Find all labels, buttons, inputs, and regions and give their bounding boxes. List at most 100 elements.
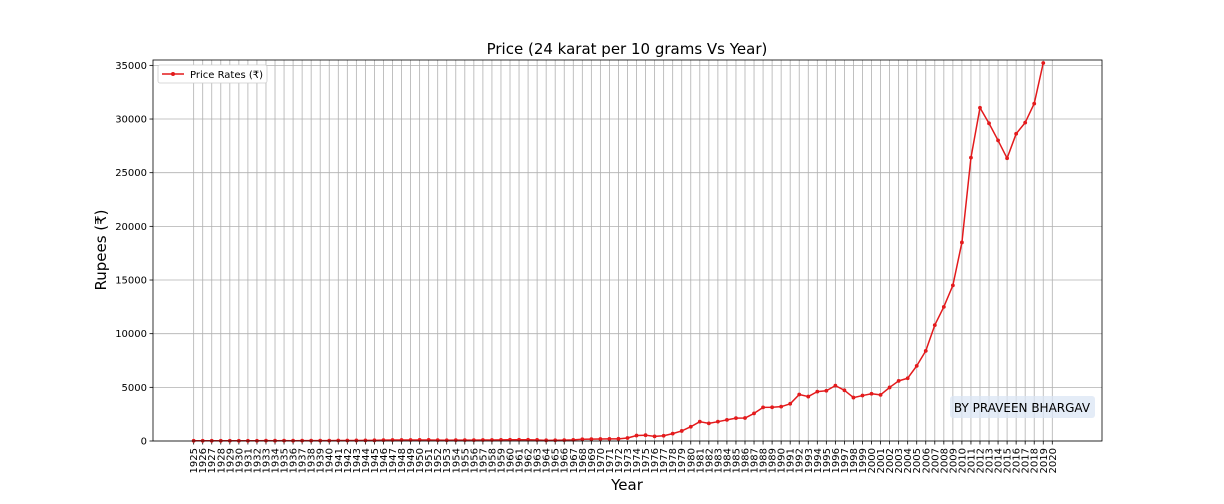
x-tick-label: 1934	[271, 448, 282, 473]
data-point	[806, 394, 811, 399]
x-tick-label: 1965	[551, 448, 562, 473]
x-tick-label: 1963	[533, 448, 544, 473]
data-point	[661, 433, 666, 438]
x-tick-label: 1981	[695, 448, 706, 473]
x-tick-label: 1986	[740, 448, 751, 473]
x-tick-label: 2002	[885, 448, 896, 473]
x-tick-label: 1948	[397, 448, 408, 473]
grid-lines	[153, 60, 1102, 442]
x-tick-label: 1955	[460, 448, 471, 473]
x-tick-label: 1973	[623, 448, 634, 473]
legend-box	[157, 64, 268, 84]
data-point	[372, 438, 377, 443]
data-point	[598, 437, 603, 441]
x-tick-label: 1937	[298, 448, 309, 473]
data-point	[679, 429, 684, 433]
data-point	[743, 416, 747, 420]
x-tick-label: 1985	[731, 448, 742, 473]
data-point	[336, 438, 341, 443]
axis-ticks: 1925192619271928192919301931193219331934…	[115, 61, 1059, 474]
y-tick-label: 35000	[115, 61, 147, 72]
data-point	[788, 401, 793, 406]
data-point	[824, 388, 829, 393]
legend-point-marker	[171, 72, 175, 76]
data-point	[354, 438, 359, 443]
x-tick-label: 1929	[225, 448, 236, 473]
data-point	[1032, 101, 1037, 106]
legend: Price Rates (₹)	[157, 64, 268, 84]
x-tick-label: 2008	[939, 448, 950, 473]
data-point	[761, 405, 765, 410]
data-point	[1005, 156, 1009, 161]
x-tick-label: 2016	[1012, 448, 1023, 473]
data-point	[1041, 61, 1046, 65]
x-tick-label: 1960	[506, 448, 517, 473]
data-point	[634, 433, 639, 438]
x-tick-label: 2011	[966, 448, 977, 473]
x-tick-label: 1930	[234, 448, 245, 473]
x-tick-label: 1966	[560, 448, 571, 473]
data-point	[752, 411, 756, 416]
data-point	[616, 436, 621, 441]
x-tick-label: 1989	[768, 448, 779, 473]
y-tick-label: 0	[141, 437, 147, 448]
x-tick-label: 1954	[451, 448, 462, 473]
x-tick-label: 1995	[822, 448, 833, 473]
data-point	[553, 438, 558, 443]
data-point	[887, 385, 892, 390]
x-tick-label: 2013	[985, 448, 996, 473]
x-tick-label: 1935	[280, 448, 291, 473]
y-tick-label: 15000	[115, 276, 147, 287]
x-tick-label: 1932	[252, 448, 263, 473]
data-point	[932, 323, 937, 327]
x-tick-label: 1939	[316, 448, 327, 473]
x-tick-label: 1979	[677, 448, 688, 473]
y-tick-label: 30000	[115, 115, 147, 126]
x-tick-label: 2018	[1030, 448, 1041, 473]
data-point	[1023, 120, 1028, 125]
data-point	[453, 438, 458, 443]
x-tick-label: 1949	[406, 448, 417, 473]
x-tick-label: 1971	[605, 448, 616, 473]
data-point	[734, 416, 738, 421]
x-tick-label: 1987	[750, 448, 761, 473]
x-tick-label: 1931	[243, 448, 254, 473]
data-point	[697, 419, 702, 424]
x-tick-label: 2007	[930, 448, 941, 473]
data-point	[923, 348, 928, 353]
data-point	[562, 438, 567, 442]
data-point	[842, 388, 847, 393]
x-tick-label: 1940	[325, 448, 336, 473]
x-tick-label: 1980	[686, 448, 697, 473]
x-tick-label: 1938	[307, 448, 318, 473]
data-point	[462, 438, 467, 443]
data-point	[869, 391, 874, 396]
data-point	[435, 438, 440, 443]
data-point	[896, 378, 901, 383]
data-point	[1014, 131, 1019, 136]
x-tick-label: 1943	[352, 448, 363, 473]
data-point	[607, 437, 612, 441]
data-point	[914, 363, 919, 368]
x-tick-label: 1941	[334, 448, 345, 473]
x-tick-label: 2012	[975, 448, 986, 473]
x-tick-label: 1993	[804, 448, 815, 473]
x-tick-label: 1968	[578, 448, 589, 473]
legend-label: Price Rates (₹)	[190, 70, 263, 81]
x-tick-label: 2004	[903, 448, 914, 473]
data-point	[643, 433, 648, 438]
data-point	[580, 437, 585, 442]
x-tick-label: 1991	[786, 448, 797, 473]
x-tick-label: 1969	[587, 448, 598, 473]
data-point	[797, 392, 802, 397]
data-point	[381, 438, 386, 443]
y-tick-label: 10000	[115, 329, 147, 340]
data-point	[363, 438, 368, 443]
x-tick-label: 2020	[1048, 448, 1059, 473]
x-tick-label: 1967	[569, 448, 580, 473]
plot-frame	[152, 59, 1103, 442]
data-point	[715, 419, 720, 424]
data-point	[960, 240, 964, 245]
x-tick-label: 1953	[442, 448, 453, 473]
x-tick-label: 2014	[994, 448, 1005, 473]
